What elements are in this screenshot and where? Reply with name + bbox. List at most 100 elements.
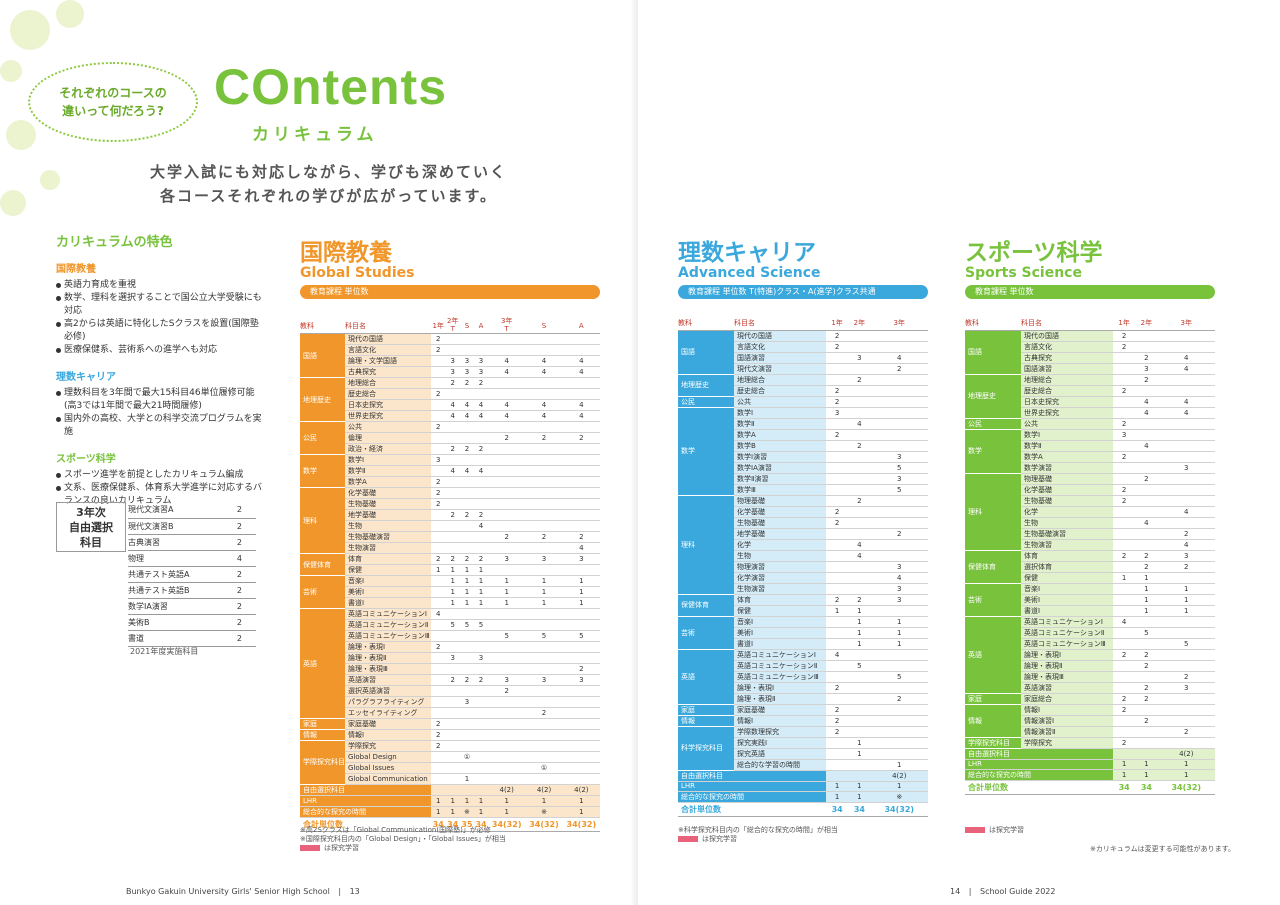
units-cell [1157, 451, 1215, 463]
units-cell [1157, 649, 1215, 661]
units-cell: 5 [870, 671, 928, 683]
subject-name: 英語コミュニケーションⅡ [734, 660, 826, 672]
subject-name: 国語演習 [734, 352, 826, 364]
subject-category: 数学 [965, 429, 1021, 474]
band-value: 4(2) [525, 784, 563, 796]
band-value [473, 784, 489, 796]
table-row: 言語文化 2 [678, 341, 928, 353]
units-cell: 2 [848, 594, 871, 606]
table-row: 論理・表現Ⅲ 2 [965, 671, 1215, 683]
units-cell [459, 685, 474, 697]
subject-name: 化学基礎 [1021, 484, 1113, 496]
units-cell [1157, 660, 1215, 672]
feature-item: 医療保健系、芸術系への進学へも対応 [56, 344, 266, 357]
units-cell: 2 [826, 726, 849, 738]
table-row: 学際探究科目 学際探究 2 [300, 740, 600, 785]
table-row: 公民 公共 2 [678, 396, 928, 408]
units-cell: 3 [459, 366, 474, 378]
year-group-label: 3年 [500, 317, 513, 325]
units-cell [445, 630, 460, 642]
units-cell [1135, 385, 1158, 397]
units-cell [1113, 528, 1136, 540]
column-header: 3年 [1157, 316, 1215, 331]
elective-subject: 現代文演習B [128, 518, 226, 535]
units-cell: 3 [1157, 682, 1215, 694]
units-cell: 2 [870, 363, 928, 375]
band-row: 総合的な探究の時間 1 1 1 [965, 769, 1215, 782]
units-cell [848, 429, 871, 441]
units-cell: 2 [473, 509, 489, 521]
units-cell [562, 333, 600, 345]
units-cell: 2 [1113, 330, 1136, 342]
units-cell: 2 [431, 476, 446, 488]
units-cell [431, 586, 446, 598]
units-cell [525, 454, 563, 466]
units-cell [445, 663, 460, 675]
units-cell [848, 473, 871, 485]
units-cell [870, 605, 928, 617]
subject-name: 化学演習 [734, 572, 826, 584]
units-cell: 2 [1113, 341, 1136, 353]
units-cell: 2 [848, 374, 871, 386]
units-cell: 1 [848, 627, 871, 639]
units-cell: 2 [1113, 418, 1136, 430]
units-cell: 2 [431, 333, 446, 345]
units-cell [459, 432, 474, 444]
units-cell [445, 531, 460, 543]
units-cell: 4 [562, 410, 600, 422]
units-cell: 1 [431, 564, 446, 576]
units-cell: 1 [1157, 605, 1215, 617]
units-cell [848, 341, 871, 353]
units-cell: 1 [525, 575, 563, 587]
subject-name: 数学Ⅱ [734, 418, 826, 430]
units-cell [445, 707, 460, 719]
units-cell: 2 [1135, 715, 1158, 727]
feature-group-title: スポーツ科学 [56, 454, 116, 465]
units-cell: 1 [445, 597, 460, 609]
total-value: 34(32) [525, 817, 563, 832]
units-cell [1157, 572, 1215, 584]
subject-name: 英語演習 [345, 674, 431, 686]
units-cell: 3 [445, 355, 460, 367]
units-cell: 5 [848, 660, 871, 672]
table-row: 数学A 2 [965, 451, 1215, 463]
units-cell: 4 [1157, 506, 1215, 518]
units-cell: 5 [870, 484, 928, 496]
table-row: 英語コミュニケーションⅢ 5 [678, 671, 928, 683]
subject-name: 数学Ⅱ演習 [734, 473, 826, 485]
decor-dot [0, 190, 26, 216]
subject-name: 政治・経済 [345, 443, 431, 455]
course-units-bar: 教育課程 単位数 [965, 285, 1215, 299]
band-value [445, 784, 460, 796]
units-cell [1157, 693, 1215, 705]
units-cell: 2 [826, 594, 849, 606]
total-value: 34(32) [1157, 780, 1215, 796]
subject-name: 数学ⅠA演習 [734, 462, 826, 474]
units-cell: 4 [1113, 616, 1136, 628]
table-row: 数学A 2 [678, 429, 928, 441]
table-row: Global Communication 1 [300, 773, 600, 785]
elective-units: 2 [225, 582, 256, 599]
table-row: 情報 情報Ⅰ 2 [678, 715, 928, 727]
units-cell: 2 [1113, 704, 1136, 716]
subject-name: 日本史探究 [1021, 396, 1113, 408]
units-cell [488, 751, 526, 763]
units-cell [473, 762, 489, 774]
units-cell [431, 366, 446, 378]
units-cell: 2 [459, 377, 474, 389]
units-cell [525, 388, 563, 400]
units-cell: 3 [848, 352, 871, 364]
subject-name: 選択英語演習 [345, 685, 431, 697]
subject-name: 数学A [734, 429, 826, 441]
subject-name: 情報演習Ⅰ [1021, 715, 1113, 727]
units-cell [445, 685, 460, 697]
units-cell [473, 685, 489, 697]
subject-name: 公共 [734, 396, 826, 408]
subject-category: 保健体育 [300, 553, 345, 576]
units-cell: 5 [445, 619, 460, 631]
note-line: は探究学習 [300, 844, 600, 853]
table-row: 英語 英語コミュニケーションⅠ 4 [300, 608, 600, 719]
elective-units: 4 [225, 550, 256, 567]
subject-name: 数学A [345, 476, 431, 488]
units-cell: 2 [445, 674, 460, 686]
